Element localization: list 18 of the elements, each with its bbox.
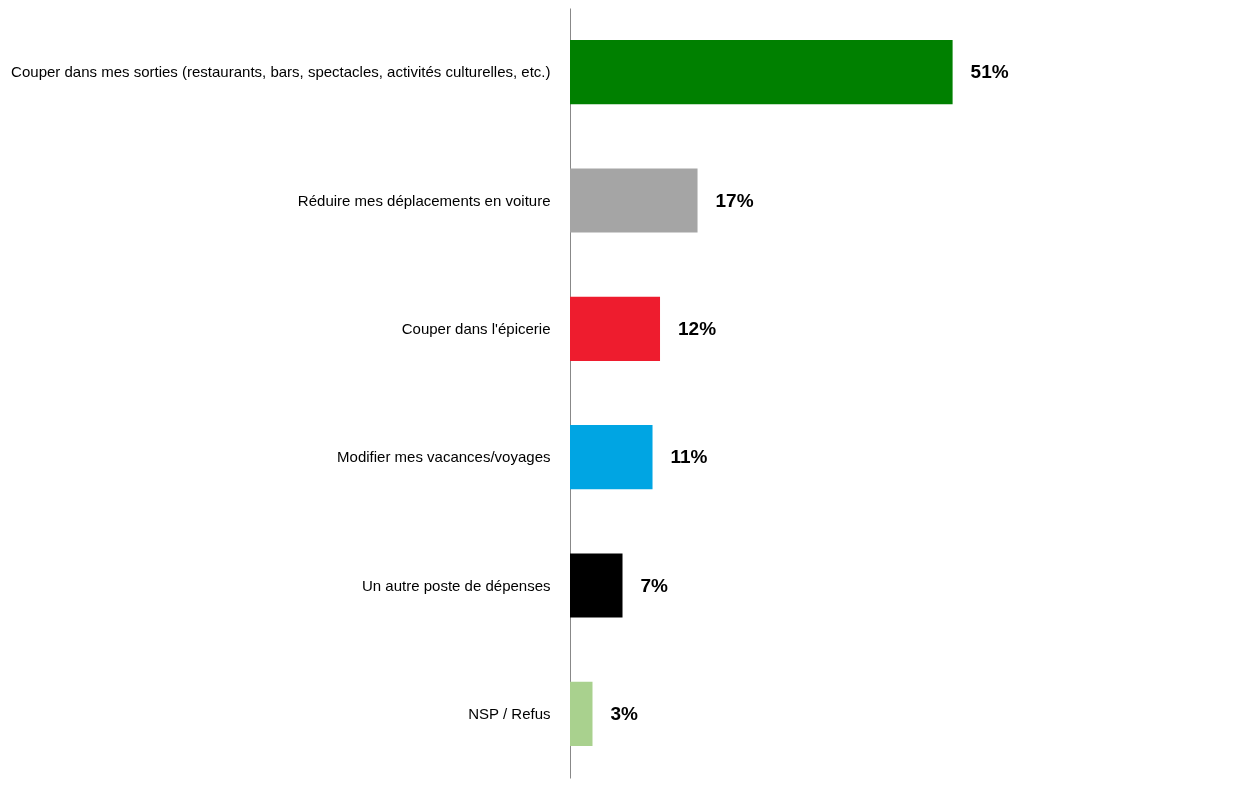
y-tick-label: NSP / Refus: [468, 704, 551, 722]
y-tick-label: Réduire mes déplacements en voiture: [297, 191, 551, 209]
data-label: 11%: [670, 446, 708, 468]
bar: [570, 296, 661, 361]
bar: [570, 168, 698, 233]
bar: [570, 681, 593, 746]
y-tick-label: Modifier mes vacances/voyages: [337, 448, 551, 466]
y-tick-label: Couper dans l'épicerie: [401, 319, 551, 337]
y-tick-label: Couper dans mes sorties (restaurants, bars, spectacles, activités culturelles, etc.): [11, 63, 551, 81]
data-label: 17%: [715, 189, 754, 211]
bar: [570, 425, 653, 490]
data-label: 3%: [610, 702, 639, 724]
bar: [570, 40, 953, 105]
data-label: 7%: [640, 574, 669, 596]
bar: [570, 553, 623, 618]
data-label: 51%: [970, 61, 1009, 83]
y-tick-label: Un autre poste de dépenses: [362, 576, 551, 594]
data-label: 12%: [678, 317, 717, 339]
